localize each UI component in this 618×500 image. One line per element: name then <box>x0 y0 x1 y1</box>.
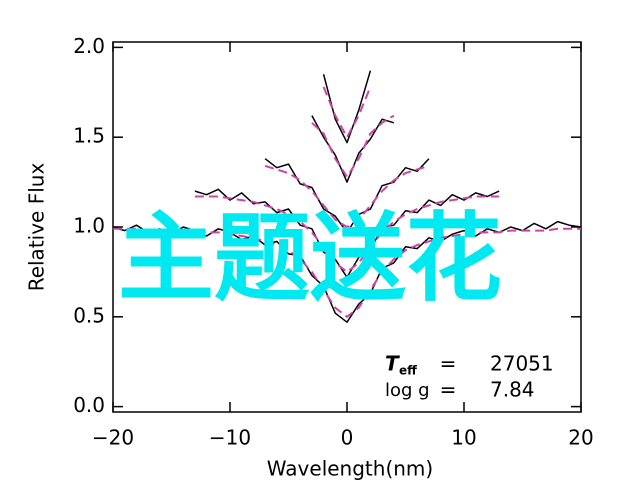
spectrum-line <box>112 220 582 323</box>
y-tick-label: 1.0 <box>73 214 105 238</box>
y-tick-label: 2.0 <box>73 34 105 58</box>
y-tick-label: 0.5 <box>73 303 105 327</box>
x-tick-label: 0 <box>341 426 354 450</box>
param-value: 27051 <box>490 352 554 376</box>
spectrum-line <box>113 227 581 318</box>
x-tick-label: −10 <box>209 426 251 450</box>
param-eq: = <box>440 352 457 376</box>
x-tick-label: −20 <box>92 426 134 450</box>
x-tick-label: 10 <box>451 426 476 450</box>
watermark: 主题送花 <box>118 202 502 314</box>
y-axis-label: Relative Flux <box>25 163 49 292</box>
spectrum-line <box>194 188 500 279</box>
spectrum-line <box>311 114 395 178</box>
y-tick-label: 1.5 <box>73 124 105 148</box>
spectrum-line <box>322 86 372 139</box>
param-name: T <box>385 352 400 376</box>
y-tick-label: 0.0 <box>73 393 105 417</box>
param-subscript: eff <box>399 364 417 378</box>
param-eq: = <box>440 378 457 402</box>
param-value: 7.84 <box>490 378 535 402</box>
spectrum-line <box>264 158 430 234</box>
plot-marks <box>112 70 582 323</box>
x-tick-label: 20 <box>568 426 593 450</box>
x-axis-label: Wavelength(nm) <box>267 457 433 481</box>
param-name: log g <box>385 380 430 401</box>
spectrum-line <box>264 164 430 228</box>
